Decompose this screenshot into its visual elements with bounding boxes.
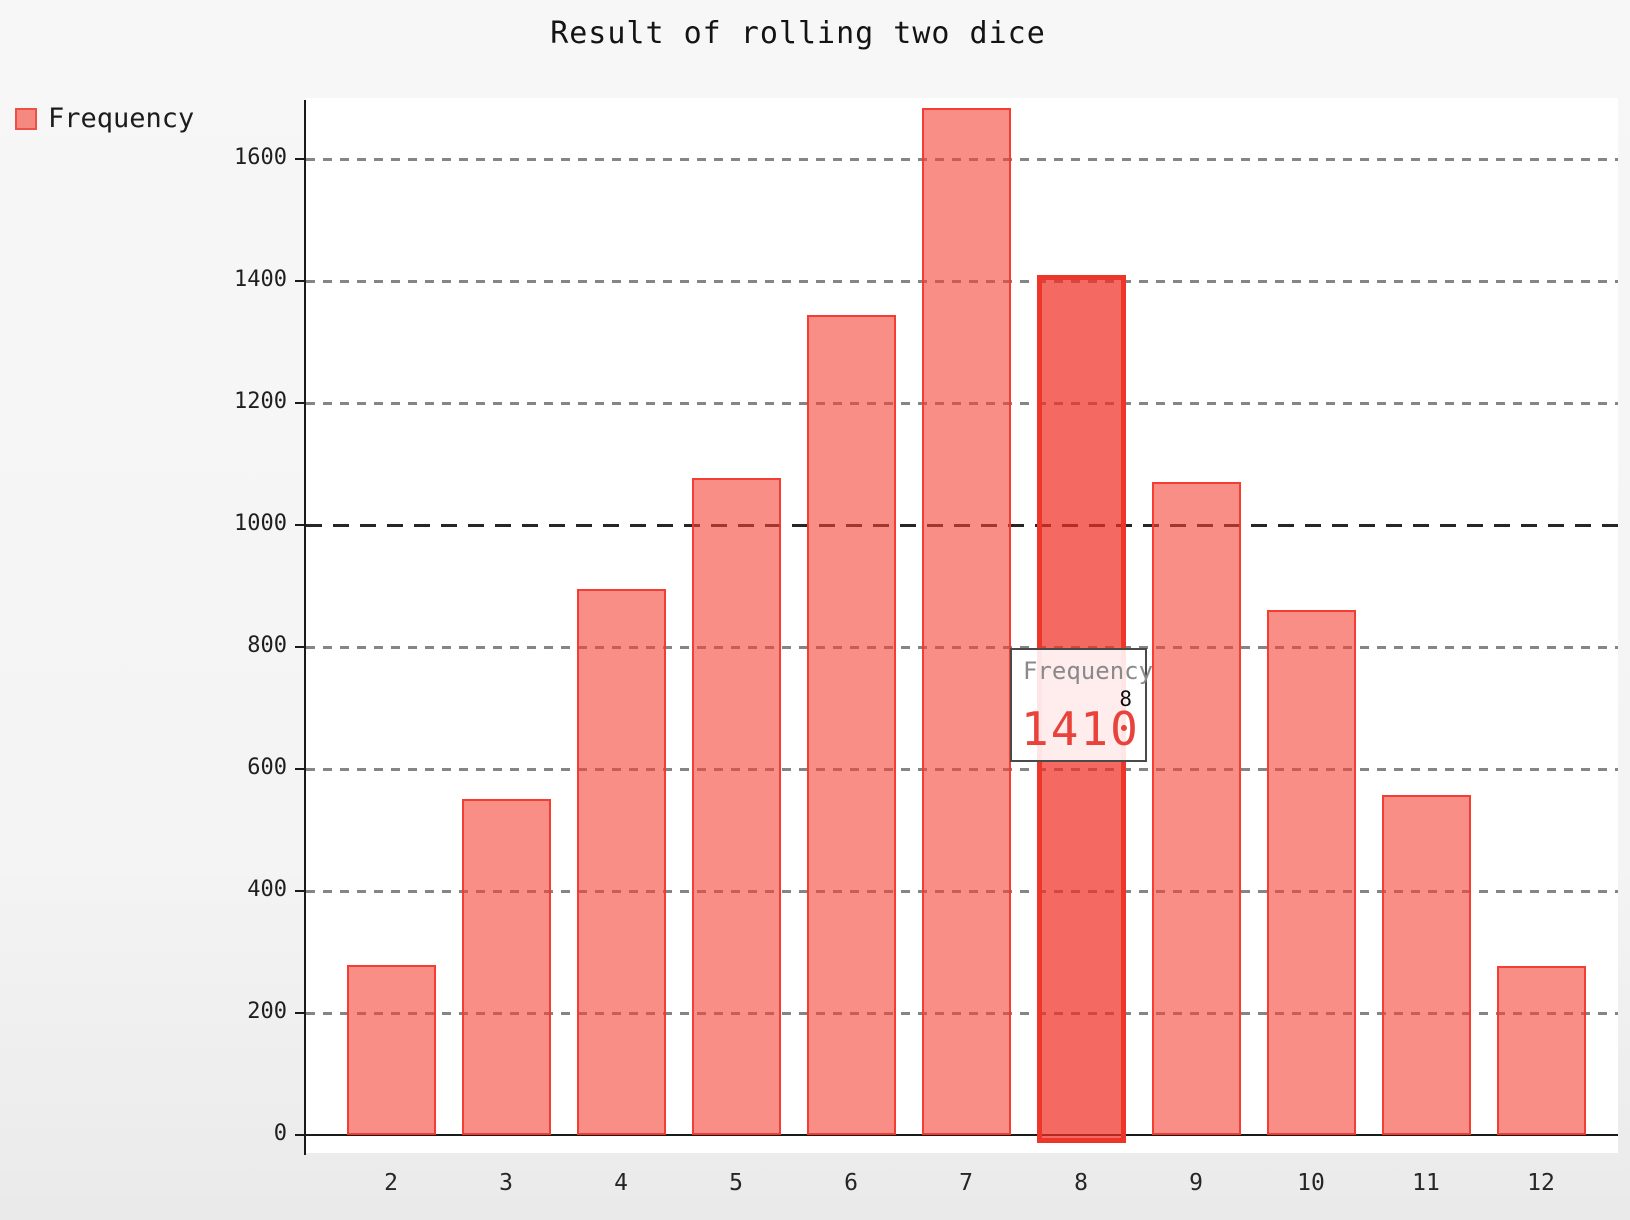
tooltip: Frequency 8 1410 <box>1010 648 1153 762</box>
bar-9[interactable] <box>1152 482 1241 1135</box>
y-tick-1000 <box>295 524 304 526</box>
y-tick-200 <box>295 1012 304 1014</box>
y-tick-label-200: 200 <box>247 999 287 1024</box>
bar-4[interactable] <box>577 589 666 1135</box>
y-tick-1200 <box>295 402 304 404</box>
y-tick-1400 <box>295 280 304 282</box>
x-tick-label-8: 8 <box>1074 1170 1088 1196</box>
y-tick-label-800: 800 <box>247 633 287 658</box>
x-tick-label-6: 6 <box>844 1170 858 1196</box>
bar-5[interactable] <box>692 478 781 1135</box>
bar-7[interactable] <box>922 108 1011 1135</box>
y-tick-label-0: 0 <box>273 1121 287 1146</box>
x-tick-label-2: 2 <box>384 1170 398 1196</box>
x-tick-label-10: 10 <box>1297 1170 1325 1196</box>
x-tick-label-4: 4 <box>614 1170 628 1196</box>
y-tick-label-1000: 1000 <box>234 511 287 536</box>
x-tick-label-9: 9 <box>1189 1170 1203 1196</box>
bar-10[interactable] <box>1267 610 1356 1135</box>
y-tick-600 <box>295 768 304 770</box>
legend-swatch-icon <box>15 107 37 130</box>
bar-6[interactable] <box>807 315 896 1135</box>
tooltip-value: 1410 <box>1021 702 1140 756</box>
y-tick-label-600: 600 <box>247 755 287 780</box>
y-tick-0 <box>295 1134 304 1136</box>
y-tick-1600 <box>295 158 304 160</box>
legend-label: Frequency <box>48 103 195 134</box>
tooltip-category: 8 <box>1119 687 1132 711</box>
bar-12[interactable] <box>1497 966 1586 1135</box>
x-tick-label-5: 5 <box>729 1170 743 1196</box>
bar-2[interactable] <box>347 965 436 1135</box>
x-tick-label-12: 12 <box>1527 1170 1555 1196</box>
y-tick-label-1600: 1600 <box>234 145 287 170</box>
y-tick-label-400: 400 <box>247 877 287 902</box>
legend-item-frequency[interactable]: Frequency <box>15 103 194 134</box>
y-axis-line <box>304 100 306 1155</box>
y-tick-400 <box>295 890 304 892</box>
x-axis-line <box>306 1134 1618 1136</box>
x-tick-label-7: 7 <box>959 1170 973 1196</box>
bar-11[interactable] <box>1382 795 1471 1135</box>
y-tick-label-1200: 1200 <box>234 389 287 414</box>
y-tick-label-1400: 1400 <box>234 267 287 292</box>
y-tick-800 <box>295 646 304 648</box>
bar-3[interactable] <box>462 799 551 1135</box>
x-tick-label-3: 3 <box>499 1170 513 1196</box>
chart-title: Result of rolling two dice <box>550 16 1046 51</box>
tooltip-series-label: Frequency <box>1023 657 1154 685</box>
x-tick-label-11: 11 <box>1412 1170 1440 1196</box>
